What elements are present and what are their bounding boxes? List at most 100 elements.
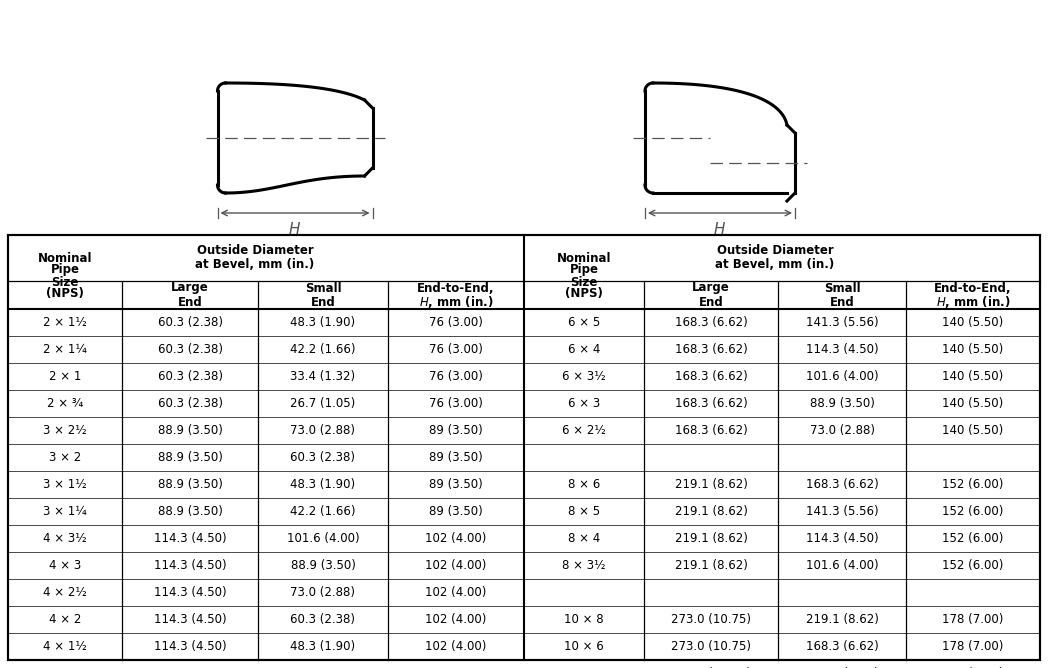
Text: End: End: [830, 295, 854, 309]
Text: 89 (3.50): 89 (3.50): [429, 505, 483, 518]
Text: 42.2 (1.66): 42.2 (1.66): [290, 505, 355, 518]
Text: 2 × 1½: 2 × 1½: [43, 316, 87, 329]
Text: 8 × 3½: 8 × 3½: [562, 559, 606, 572]
Text: Pipe: Pipe: [569, 263, 598, 277]
Text: 8 × 6: 8 × 6: [568, 478, 601, 491]
Text: 76 (3.00): 76 (3.00): [429, 370, 483, 383]
Text: 141.3 (5.56): 141.3 (5.56): [806, 316, 878, 329]
Text: 168.3 (6.62): 168.3 (6.62): [806, 640, 878, 653]
Text: 8 × 4: 8 × 4: [568, 532, 601, 545]
Bar: [8, 235, 1040, 660]
Text: 102 (4.00): 102 (4.00): [425, 586, 486, 599]
Text: 73.0 (2.88): 73.0 (2.88): [290, 424, 355, 437]
Text: 4 × 3½: 4 × 3½: [43, 532, 87, 545]
Text: 4 × 2½: 4 × 2½: [43, 586, 87, 599]
Text: 88.9 (3.50): 88.9 (3.50): [157, 451, 222, 464]
Text: 6 × 2½: 6 × 2½: [562, 424, 606, 437]
Text: 168.3 (6.62): 168.3 (6.62): [675, 424, 747, 437]
Text: 114.3 (4.50): 114.3 (4.50): [154, 613, 226, 626]
Text: 60.3 (2.38): 60.3 (2.38): [157, 370, 222, 383]
Text: 140 (5.50): 140 (5.50): [942, 424, 1004, 437]
Text: Outside Diameter: Outside Diameter: [197, 244, 313, 257]
Text: 273.0 (10.75): 273.0 (10.75): [671, 667, 751, 668]
Text: 219.1 (8.62): 219.1 (8.62): [675, 532, 747, 545]
Text: 140 (5.50): 140 (5.50): [942, 316, 1004, 329]
Text: 76 (3.00): 76 (3.00): [429, 397, 483, 410]
Text: 168.3 (6.62): 168.3 (6.62): [806, 478, 878, 491]
Text: End: End: [310, 295, 335, 309]
Bar: [8, 235, 1040, 660]
Text: 273.0 (10.75): 273.0 (10.75): [671, 613, 751, 626]
Text: (NPS): (NPS): [46, 287, 84, 301]
Text: 141.3 (5.56): 141.3 (5.56): [806, 667, 878, 668]
Text: 101.6 (4.00): 101.6 (4.00): [287, 532, 359, 545]
Text: 33.4 (1.32): 33.4 (1.32): [290, 370, 355, 383]
Text: 88.9 (3.50): 88.9 (3.50): [157, 424, 222, 437]
Text: 10 × 6: 10 × 6: [564, 640, 604, 653]
Text: 88.9 (3.50): 88.9 (3.50): [809, 397, 874, 410]
Text: Outside Diameter: Outside Diameter: [717, 244, 833, 257]
Text: 273.0 (10.75): 273.0 (10.75): [671, 640, 751, 653]
Text: Large: Large: [171, 281, 209, 295]
Text: 73.0 (2.88): 73.0 (2.88): [809, 424, 874, 437]
Text: 3 × 1¼: 3 × 1¼: [43, 505, 87, 518]
Text: Size: Size: [51, 275, 79, 289]
Text: 219.1 (8.62): 219.1 (8.62): [806, 613, 878, 626]
Text: 152 (6.00): 152 (6.00): [942, 532, 1004, 545]
Text: 48.3 (1.90): 48.3 (1.90): [290, 316, 355, 329]
Text: 140 (5.50): 140 (5.50): [942, 343, 1004, 356]
Text: 6 × 3½: 6 × 3½: [562, 370, 606, 383]
Text: 89 (3.50): 89 (3.50): [429, 424, 483, 437]
Text: 3 × 1½: 3 × 1½: [43, 478, 87, 491]
Text: $H$: $H$: [288, 221, 302, 237]
Text: 73.0 (2.88): 73.0 (2.88): [290, 586, 355, 599]
Text: 76 (3.00): 76 (3.00): [429, 343, 483, 356]
Text: 114.3 (4.50): 114.3 (4.50): [154, 532, 226, 545]
Text: End-to-End,: End-to-End,: [417, 281, 495, 295]
Text: 76 (3.00): 76 (3.00): [429, 316, 483, 329]
Text: 88.9 (3.50): 88.9 (3.50): [157, 505, 222, 518]
Text: 141.3 (5.56): 141.3 (5.56): [806, 505, 878, 518]
Text: 114.3 (4.50): 114.3 (4.50): [806, 343, 878, 356]
Text: 152 (6.00): 152 (6.00): [942, 559, 1004, 572]
Text: 6 × 5: 6 × 5: [568, 316, 601, 329]
Text: 114.3 (4.50): 114.3 (4.50): [154, 640, 226, 653]
Text: 3 × 2: 3 × 2: [49, 451, 81, 464]
Text: Small: Small: [824, 281, 860, 295]
Text: 2 × 1¼: 2 × 1¼: [43, 343, 87, 356]
Text: 114.3 (4.50): 114.3 (4.50): [154, 559, 226, 572]
Text: 140 (5.50): 140 (5.50): [942, 397, 1004, 410]
Text: End: End: [177, 295, 202, 309]
Text: 60.3 (2.38): 60.3 (2.38): [157, 316, 222, 329]
Text: 114.3 (4.50): 114.3 (4.50): [154, 586, 226, 599]
Text: 168.3 (6.62): 168.3 (6.62): [675, 370, 747, 383]
Text: at Bevel, mm (in.): at Bevel, mm (in.): [195, 259, 314, 271]
Text: 60.3 (2.38): 60.3 (2.38): [157, 343, 222, 356]
Text: 102 (4.00): 102 (4.00): [425, 559, 486, 572]
Text: 42.2 (1.66): 42.2 (1.66): [290, 343, 355, 356]
Text: 101.6 (4.00): 101.6 (4.00): [806, 370, 878, 383]
Text: 60.3 (2.38): 60.3 (2.38): [290, 613, 355, 626]
Text: 101.6 (4.00): 101.6 (4.00): [806, 559, 878, 572]
Text: 168.3 (6.62): 168.3 (6.62): [675, 316, 747, 329]
Text: Nominal: Nominal: [38, 251, 92, 265]
Text: 89 (3.50): 89 (3.50): [429, 451, 483, 464]
Text: $H$, mm (in.): $H$, mm (in.): [936, 294, 1010, 310]
Text: 10 × 5: 10 × 5: [564, 667, 604, 668]
Text: 4 × 3: 4 × 3: [49, 559, 81, 572]
Text: 178 (7.00): 178 (7.00): [942, 640, 1004, 653]
Text: 2 × 1: 2 × 1: [49, 370, 81, 383]
Text: 48.3 (1.90): 48.3 (1.90): [290, 640, 355, 653]
Text: End: End: [699, 295, 723, 309]
Text: 4 × 1½: 4 × 1½: [43, 640, 87, 653]
Text: $H$: $H$: [714, 221, 726, 237]
Text: 6 × 4: 6 × 4: [568, 343, 601, 356]
Text: Size: Size: [570, 275, 597, 289]
Text: 102 (4.00): 102 (4.00): [425, 613, 486, 626]
Text: 4 × 2: 4 × 2: [49, 613, 81, 626]
Text: Pipe: Pipe: [50, 263, 80, 277]
Text: $H$, mm (in.): $H$, mm (in.): [419, 294, 494, 310]
Text: 88.9 (3.50): 88.9 (3.50): [290, 559, 355, 572]
Text: 168.3 (6.62): 168.3 (6.62): [675, 397, 747, 410]
Text: 88.9 (3.50): 88.9 (3.50): [157, 478, 222, 491]
